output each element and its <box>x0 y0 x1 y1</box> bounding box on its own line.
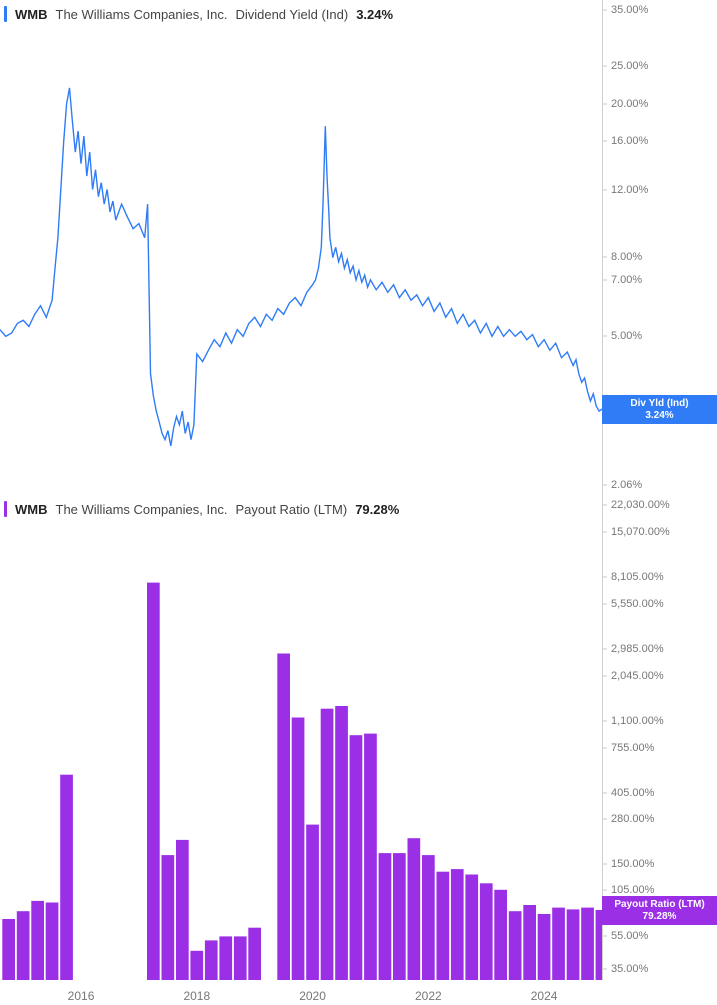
x-tick-label: 2020 <box>299 989 326 1003</box>
payout-bar <box>437 872 450 980</box>
y-tick-label: 12.00% <box>611 184 648 196</box>
x-tick-label: 2022 <box>415 989 442 1003</box>
y-tick-label: 20.00% <box>611 98 648 110</box>
x-tick-label: 2024 <box>531 989 558 1003</box>
payout-bar <box>60 775 73 980</box>
panel-header: WMB The Williams Companies, Inc. Dividen… <box>4 6 393 22</box>
payout-bar <box>465 875 478 981</box>
payout-bar <box>176 840 189 980</box>
y-tick-label: 405.00% <box>611 787 654 799</box>
payout-bar <box>538 914 551 980</box>
payout-bar <box>147 583 160 980</box>
payout-bar <box>581 908 594 980</box>
y-tick-label: 5,550.00% <box>611 598 664 610</box>
current-value-tag: Div Yld (Ind) 3.24% <box>602 395 717 424</box>
x-tick-label: 2018 <box>183 989 210 1003</box>
payout-bar <box>205 940 218 980</box>
y-tick-label: 5.00% <box>611 330 642 342</box>
metric-value: 79.28% <box>355 502 399 517</box>
y-tick-label: 22,030.00% <box>611 499 670 511</box>
payout-bar <box>321 709 334 980</box>
y-tick-label: 35.00% <box>611 4 648 16</box>
payout-bar <box>350 735 363 980</box>
payout-bar <box>335 706 348 980</box>
y-tick-label: 8.00% <box>611 251 642 263</box>
payout-bar <box>46 903 59 981</box>
payout-bar <box>234 936 247 980</box>
y-tick-label: 280.00% <box>611 813 654 825</box>
tag-value: 79.28% <box>608 911 711 923</box>
dividend-yield-line <box>0 88 602 446</box>
dividend-yield-panel: WMB The Williams Companies, Inc. Dividen… <box>0 0 717 495</box>
current-value-tag: Payout Ratio (LTM) 79.28% <box>602 896 717 925</box>
payout-bar <box>292 718 305 981</box>
payout-bar <box>2 919 15 980</box>
company-name: The Williams Companies, Inc. <box>56 7 228 22</box>
tag-title: Payout Ratio (LTM) <box>608 899 711 911</box>
payout-bar <box>306 825 319 980</box>
payout-ratio-panel: WMB The Williams Companies, Inc. Payout … <box>0 495 717 1005</box>
payout-bar <box>480 883 493 980</box>
accent-bar <box>4 6 7 22</box>
payout-bar <box>494 890 507 980</box>
bar-chart-area[interactable] <box>0 495 602 980</box>
x-tick-label: 2016 <box>68 989 95 1003</box>
metric-name: Payout Ratio (LTM) <box>235 502 347 517</box>
ticker-symbol: WMB <box>15 7 48 22</box>
payout-bar <box>509 911 522 980</box>
y-tick-label: 755.00% <box>611 742 654 754</box>
ticker-symbol: WMB <box>15 502 48 517</box>
payout-bar <box>523 905 536 980</box>
y-tick-label: 105.00% <box>611 884 654 896</box>
payout-bar <box>567 909 580 980</box>
y-tick-label: 1,100.00% <box>611 715 664 727</box>
y-tick-label: 7.00% <box>611 274 642 286</box>
payout-bar <box>451 869 464 980</box>
payout-bar <box>408 838 421 980</box>
payout-bar <box>393 853 406 980</box>
y-tick-label: 150.00% <box>611 858 654 870</box>
y-tick-label: 25.00% <box>611 60 648 72</box>
payout-bar <box>162 855 175 980</box>
y-tick-label: 2,045.00% <box>611 670 664 682</box>
company-name: The Williams Companies, Inc. <box>56 502 228 517</box>
line-chart-area[interactable] <box>0 0 602 495</box>
metric-name: Dividend Yield (Ind) <box>235 7 348 22</box>
payout-bar <box>379 853 392 980</box>
tag-value: 3.24% <box>608 410 711 422</box>
payout-bar <box>277 654 290 981</box>
payout-bar <box>248 928 261 980</box>
x-axis: 2016 2018 2020 2022 2024 <box>0 985 602 1005</box>
y-tick-label: 16.00% <box>611 135 648 147</box>
payout-bar <box>17 911 30 980</box>
y-tick-label: 2.06% <box>611 479 642 491</box>
y-tick-label: 8,105.00% <box>611 571 664 583</box>
y-tick-label: 35.00% <box>611 963 648 975</box>
payout-bar <box>364 734 377 980</box>
payout-bar <box>190 951 203 980</box>
payout-bar <box>422 855 435 980</box>
payout-bar <box>219 936 232 980</box>
y-tick-label: 15,070.00% <box>611 526 670 538</box>
panel-header: WMB The Williams Companies, Inc. Payout … <box>4 501 399 517</box>
metric-value: 3.24% <box>356 7 393 22</box>
payout-bar <box>31 901 44 980</box>
tag-title: Div Yld (Ind) <box>608 398 711 410</box>
y-tick-label: 55.00% <box>611 930 648 942</box>
y-tick-label: 2,985.00% <box>611 643 664 655</box>
accent-bar <box>4 501 7 517</box>
payout-bar <box>552 908 565 980</box>
